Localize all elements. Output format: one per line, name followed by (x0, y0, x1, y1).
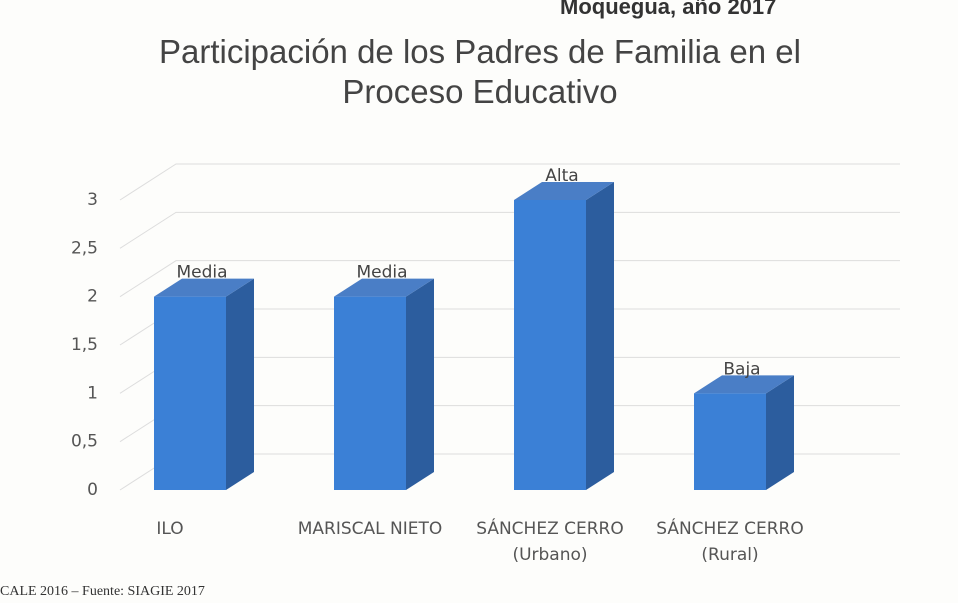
y-tick-label: 1,5 (71, 335, 98, 355)
x-tick-label: MARISCAL NIETO (297, 519, 443, 539)
value-label: Media (356, 263, 407, 283)
bar-side (226, 278, 254, 490)
bar-top (694, 375, 794, 394)
y-tick-label: 2,5 (71, 238, 98, 258)
bar (154, 278, 254, 490)
grid-line (119, 260, 900, 298)
grid-line (119, 163, 900, 201)
y-tick-label: 1 (87, 383, 98, 403)
y-tick-label: 2 (87, 287, 98, 307)
bar-front (154, 296, 226, 490)
x-tick-label: SÁNCHEZ CERRO (Urbano) (476, 519, 624, 565)
bar-side (766, 375, 794, 490)
bar-top (514, 182, 614, 200)
value-label: Baja (723, 359, 760, 379)
y-tick-label: 0,5 (71, 432, 98, 452)
bar-side (406, 278, 434, 490)
value-label: Alta (545, 166, 578, 186)
bar-side (586, 182, 614, 490)
bar-top (334, 278, 434, 297)
bar (514, 182, 614, 490)
grid-line (119, 211, 900, 249)
x-tick-label: SÁNCHEZ CERRO (Rural) (656, 519, 804, 565)
bar (694, 375, 794, 490)
value-label: Media (176, 263, 227, 283)
x-tick-label: ILO (156, 519, 184, 539)
source-note: CALE 2016 – Fuente: SIAGIE 2017 (0, 584, 205, 599)
y-tick-label: 0 (87, 480, 98, 500)
bar-front (694, 393, 766, 490)
header-fragment: Moquegua, año 2017 (560, 0, 777, 19)
bar-top (154, 278, 254, 297)
bar (334, 278, 434, 490)
bar-front (514, 200, 586, 490)
chart-title: Participación de los Padres de Familia e… (158, 33, 801, 110)
y-tick-label: 3 (87, 190, 98, 210)
bar-front (334, 296, 406, 490)
